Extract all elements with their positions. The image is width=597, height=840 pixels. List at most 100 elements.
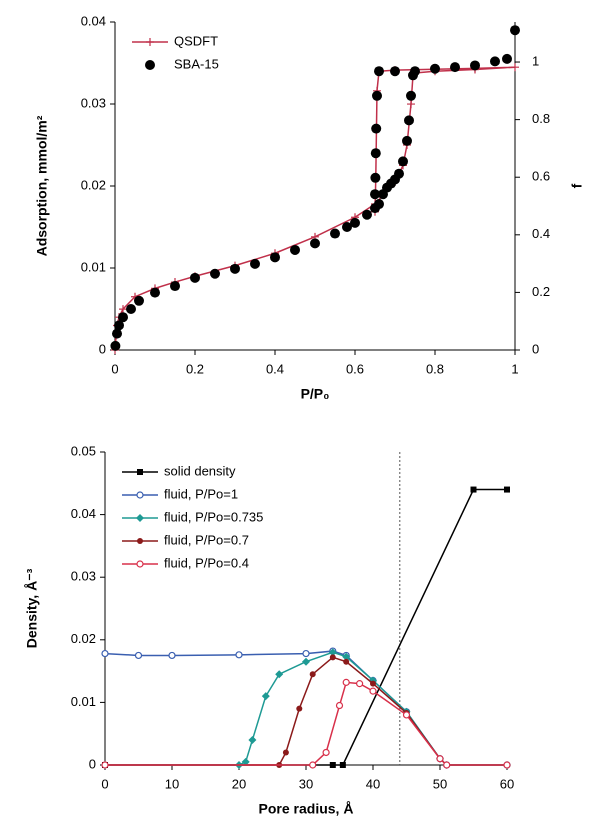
marker (110, 340, 121, 351)
marker (335, 701, 344, 710)
y-tick-label: 0.03 (71, 569, 96, 584)
x-tick-label: 0 (101, 776, 108, 791)
y-tick-label: 0.03 (81, 95, 106, 110)
marker (404, 115, 414, 126)
marker (296, 705, 303, 712)
series-line (105, 488, 507, 766)
marker (398, 156, 408, 167)
marker (119, 305, 127, 314)
marker (302, 649, 310, 658)
legend-label: fluid, P/Po=0.7 (164, 532, 249, 547)
marker (150, 287, 160, 298)
marker (342, 652, 351, 661)
marker (510, 25, 520, 36)
x-tick-label: 20 (232, 776, 246, 791)
y2-tick-label: 0.2 (532, 284, 550, 299)
x-tick-label: 0.6 (346, 361, 364, 376)
y-tick-label: 0.01 (81, 259, 106, 274)
marker (470, 60, 480, 71)
y2-tick-label: 0.4 (532, 226, 550, 241)
y-axis-label: Density, Å⁻³ (24, 568, 40, 648)
marker (342, 222, 352, 232)
y-tick-label: 0.01 (71, 694, 96, 709)
marker (282, 749, 289, 756)
marker (342, 678, 350, 686)
series-line (105, 656, 507, 766)
marker (406, 90, 416, 101)
marker (443, 761, 451, 769)
marker (136, 560, 144, 568)
y-tick-label: 0 (89, 756, 96, 771)
marker (402, 135, 412, 146)
legend-label: QSDFT (174, 33, 218, 48)
y-tick-label: 0.05 (71, 443, 96, 458)
marker (190, 272, 200, 283)
marker (407, 100, 415, 109)
x-axis-label: P/P₀ (301, 386, 330, 402)
marker (350, 217, 360, 228)
marker (330, 228, 340, 239)
marker (511, 63, 519, 72)
marker (370, 172, 381, 183)
marker (309, 671, 316, 678)
marker (168, 651, 176, 660)
marker (101, 649, 109, 658)
series-line (104, 650, 507, 766)
marker (374, 66, 384, 77)
marker (230, 263, 240, 274)
marker (118, 312, 128, 323)
marker (390, 66, 400, 77)
x-tick-label: 1 (511, 361, 518, 376)
legend-label: fluid, P/Po=0.735 (164, 509, 263, 524)
marker (137, 538, 143, 544)
marker (490, 56, 500, 67)
y2-axis-label: f (569, 183, 585, 188)
x-tick-label: 0 (111, 361, 118, 376)
marker (343, 658, 350, 665)
marker (290, 244, 300, 255)
series-line (105, 651, 507, 766)
marker (170, 281, 180, 292)
legend-label: SBA-15 (174, 56, 219, 71)
x-tick-label: 10 (165, 776, 179, 791)
y-axis-label: Adsorption, mmol/m² (34, 115, 50, 256)
marker (275, 670, 284, 679)
marker (504, 486, 510, 493)
marker (402, 711, 411, 719)
x-tick-label: 30 (299, 776, 313, 791)
marker (134, 651, 143, 660)
x-axis-label: Pore radius, Å (259, 801, 354, 817)
marker (370, 189, 380, 200)
marker (370, 148, 381, 159)
x-tick-label: 0.2 (186, 361, 204, 376)
legend-label: solid density (164, 463, 236, 478)
marker (362, 209, 372, 220)
y-tick-label: 0.04 (71, 506, 96, 521)
marker (302, 657, 310, 666)
y2-tick-label: 0.6 (532, 169, 550, 184)
marker (322, 748, 330, 757)
marker (450, 62, 460, 73)
x-tick-label: 50 (433, 776, 447, 791)
marker (136, 491, 144, 499)
series-line (114, 66, 516, 351)
marker (112, 328, 122, 339)
marker (372, 90, 382, 101)
marker (250, 258, 260, 269)
marker (394, 168, 404, 179)
marker (101, 761, 109, 769)
x-tick-label: 60 (500, 776, 514, 791)
marker (134, 295, 144, 306)
marker (146, 38, 154, 46)
marker (309, 761, 317, 769)
marker (248, 735, 257, 744)
marker (410, 66, 420, 77)
y2-tick-label: 0.8 (532, 111, 550, 126)
marker (329, 762, 336, 768)
marker (370, 680, 376, 687)
marker (436, 755, 444, 763)
x-tick-label: 0.4 (266, 361, 284, 376)
y-tick-label: 0.04 (81, 13, 106, 28)
